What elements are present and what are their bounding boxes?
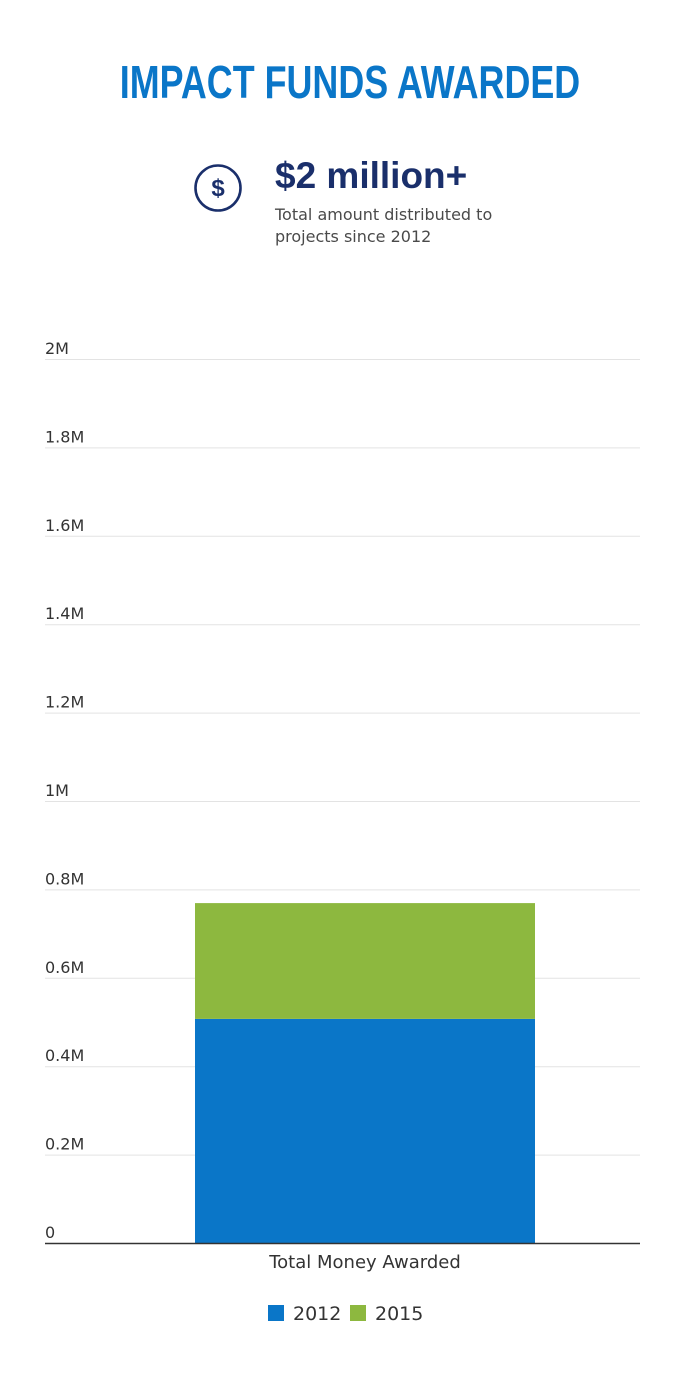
stat-description: Total amount distributed to projects sin… <box>275 205 493 246</box>
page-title: IMPACT FUNDS AWARDED <box>119 56 581 108</box>
y-tick-label: 0.4M <box>45 1046 84 1065</box>
legend-label-2012: 2012 <box>293 1303 341 1325</box>
y-tick-label: 0.2M <box>45 1135 84 1154</box>
y-tick-label: 1M <box>45 781 69 800</box>
legend-label-2015: 2015 <box>375 1303 423 1325</box>
dollar-circle-icon: $ <box>194 164 242 212</box>
bars <box>195 903 535 1243</box>
legend-swatch-2012 <box>268 1305 284 1321</box>
y-tick-label: 0.8M <box>45 869 84 888</box>
legend: 2012 2015 <box>268 1303 423 1325</box>
y-tick-label: 0.6M <box>45 958 84 977</box>
y-tick-label: 1.8M <box>45 427 84 446</box>
stat-value: $2 million+ <box>275 155 468 196</box>
y-axis-tick-labels: 0 0.2M 0.4M 0.6M 0.8M 1M 1.2M 1.4M 1.6M 1.8M 2M <box>45 339 84 1242</box>
y-tick-label: 1.6M <box>45 516 84 535</box>
y-tick-label: 2M <box>45 339 69 358</box>
y-tick-label: 1.2M <box>45 693 84 712</box>
y-tick-label: 0 <box>45 1223 55 1242</box>
x-category-label: Total Money Awarded <box>268 1252 461 1273</box>
svg-text:$: $ <box>211 175 225 202</box>
y-tick-label: 1.4M <box>45 604 84 623</box>
bar-segment-2015 <box>195 903 535 1019</box>
bar-segment-2012 <box>195 1018 535 1243</box>
x-axis-category-labels: Total Money Awarded <box>268 1252 461 1273</box>
legend-swatch-2015 <box>350 1305 366 1321</box>
